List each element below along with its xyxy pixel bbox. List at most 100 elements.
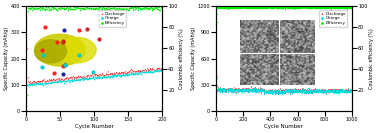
- Point: [281, 90, 287, 92]
- Point: [290, 89, 296, 91]
- Point: [217, 6, 223, 8]
- Point: [330, 90, 336, 92]
- Point: [245, 6, 251, 8]
- Point: [215, 88, 221, 90]
- Point: [343, 89, 349, 92]
- Point: [228, 6, 234, 8]
- Point: [82, 76, 88, 79]
- Point: [277, 87, 283, 89]
- Point: [63, 7, 69, 9]
- Point: [60, 7, 66, 9]
- Point: [329, 90, 335, 92]
- Point: [219, 88, 225, 90]
- Point: [304, 90, 310, 92]
- Point: [260, 7, 266, 9]
- Point: [137, 72, 143, 74]
- Point: [224, 6, 230, 8]
- Point: [301, 89, 307, 91]
- Point: [262, 6, 268, 8]
- Point: [266, 91, 272, 93]
- Point: [280, 6, 286, 8]
- Point: [214, 90, 220, 92]
- Point: [316, 7, 322, 9]
- Point: [147, 68, 153, 70]
- Point: [223, 88, 229, 90]
- Point: [143, 68, 149, 71]
- Point: [282, 92, 288, 94]
- Point: [248, 6, 254, 9]
- Point: [104, 73, 110, 76]
- Point: [239, 7, 245, 9]
- Point: [299, 6, 305, 8]
- Point: [332, 6, 338, 8]
- Point: [275, 91, 281, 93]
- Point: [256, 5, 262, 7]
- Point: [321, 6, 327, 8]
- Point: [302, 6, 308, 9]
- Point: [227, 89, 233, 91]
- Point: [217, 6, 223, 8]
- Point: [277, 92, 283, 94]
- Point: [277, 7, 283, 9]
- Point: [243, 6, 249, 8]
- Point: [294, 88, 300, 90]
- Point: [316, 90, 322, 92]
- Point: [270, 6, 276, 8]
- Point: [257, 6, 263, 8]
- Point: [112, 7, 118, 9]
- Point: [307, 90, 313, 92]
- Point: [319, 89, 325, 91]
- Point: [322, 90, 328, 92]
- Point: [262, 90, 268, 92]
- Point: [315, 6, 321, 8]
- Point: [219, 6, 225, 8]
- Point: [341, 90, 347, 92]
- Point: [225, 88, 231, 90]
- Point: [278, 90, 284, 92]
- Point: [296, 90, 302, 92]
- Point: [215, 88, 222, 90]
- Point: [250, 88, 256, 90]
- Point: [235, 87, 241, 89]
- Point: [242, 88, 248, 90]
- Point: [158, 70, 164, 72]
- Point: [290, 90, 296, 92]
- Point: [279, 92, 285, 94]
- Point: [146, 71, 152, 73]
- Point: [316, 6, 322, 8]
- Point: [277, 90, 283, 92]
- Point: [339, 90, 345, 92]
- Point: [344, 91, 350, 93]
- Point: [274, 90, 280, 92]
- Point: [302, 89, 308, 91]
- Point: [228, 7, 234, 9]
- Point: [297, 90, 304, 92]
- Point: [325, 6, 331, 8]
- Point: [149, 67, 155, 69]
- Point: [309, 90, 315, 92]
- Point: [107, 7, 113, 9]
- Point: [217, 89, 223, 91]
- Point: [308, 90, 314, 92]
- Point: [262, 90, 268, 93]
- Point: [318, 89, 324, 91]
- Point: [306, 92, 312, 94]
- Point: [307, 6, 313, 8]
- Point: [261, 5, 267, 7]
- Point: [263, 90, 269, 93]
- Point: [222, 6, 228, 8]
- Point: [102, 7, 108, 9]
- Point: [298, 7, 304, 9]
- Point: [310, 89, 316, 91]
- Point: [325, 91, 332, 93]
- Point: [265, 91, 271, 93]
- Point: [293, 6, 299, 8]
- Point: [336, 6, 342, 8]
- Point: [230, 5, 236, 7]
- Point: [315, 89, 321, 92]
- Point: [291, 89, 297, 91]
- Point: [323, 88, 329, 91]
- Point: [215, 86, 222, 89]
- Point: [290, 89, 296, 91]
- Point: [223, 88, 229, 90]
